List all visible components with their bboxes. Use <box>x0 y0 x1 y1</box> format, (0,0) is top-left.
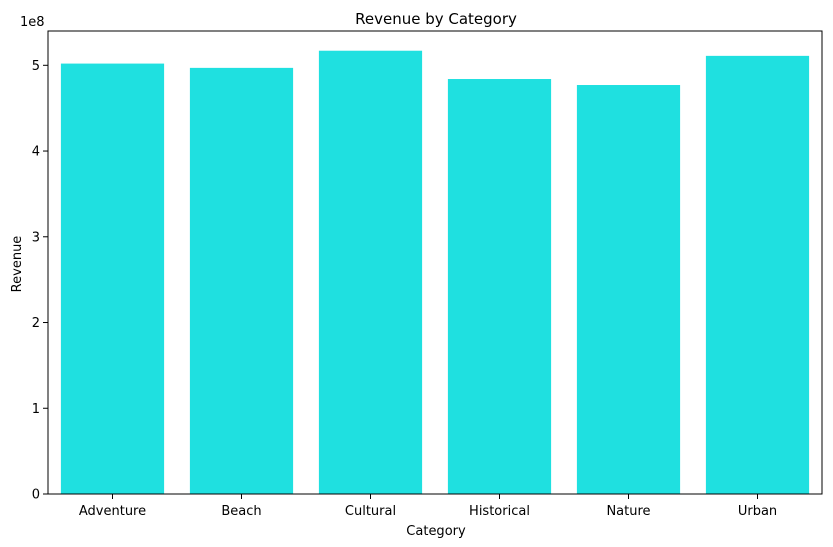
plot-frame <box>47 30 823 495</box>
y-tick-label: 3 <box>32 230 40 245</box>
x-tick-label: Beach <box>221 504 261 519</box>
y-tick-label: 1 <box>32 402 40 417</box>
bar-historical <box>447 79 552 494</box>
bar-adventure <box>60 63 165 494</box>
x-tick-label: Adventure <box>79 504 146 519</box>
y-axis-offset-label: 1e8 <box>20 15 45 30</box>
x-axis-label: Category <box>406 524 466 539</box>
bars-group <box>60 50 810 495</box>
x-tick-label: Urban <box>738 504 777 519</box>
chart-title: Revenue by Category <box>355 10 517 28</box>
bar-urban <box>705 55 810 495</box>
y-tick-label: 0 <box>32 488 40 503</box>
y-tick-label: 4 <box>32 145 40 160</box>
y-axis-ticks: 0 1 2 3 4 5 <box>32 59 48 503</box>
bar-nature <box>576 85 681 495</box>
y-tick-label: 2 <box>32 316 40 331</box>
x-tick-label: Historical <box>469 504 530 519</box>
bar-cultural <box>318 50 423 495</box>
y-tick-label: 5 <box>32 59 40 74</box>
x-tick-label: Cultural <box>345 504 396 519</box>
bar-beach <box>189 67 294 494</box>
x-axis-ticks: Adventure Beach Cultural Historical Nature Ur… <box>79 494 777 519</box>
y-axis-label: Revenue <box>10 236 25 293</box>
x-tick-label: Nature <box>606 504 650 519</box>
